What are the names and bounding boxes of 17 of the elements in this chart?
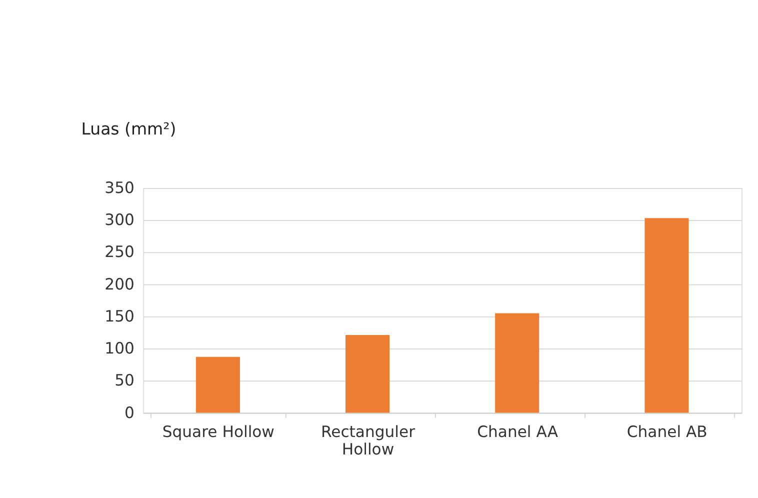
y-tick-label: 50 xyxy=(114,372,134,390)
bar xyxy=(495,313,540,413)
y-tick-label: 100 xyxy=(104,340,134,358)
y-tick-label: 250 xyxy=(104,243,134,262)
x-tick-label: Chanel AA xyxy=(477,423,558,442)
bar xyxy=(644,218,689,413)
bar xyxy=(196,356,240,413)
y-tick-label: 0 xyxy=(124,404,134,422)
y-tick-label: 350 xyxy=(104,178,134,197)
y-axis-title: Luas (mm²) xyxy=(81,119,176,138)
bar xyxy=(346,335,390,413)
x-tick-label: Square Hollow xyxy=(162,423,275,442)
x-tick-label: Chanel AB xyxy=(626,423,708,442)
y-tick-label: 150 xyxy=(104,307,134,326)
y-tick-label: 300 xyxy=(104,211,134,230)
y-tick-label: 200 xyxy=(104,275,134,294)
x-tick-label: Rectanguler Hollow xyxy=(320,423,416,459)
